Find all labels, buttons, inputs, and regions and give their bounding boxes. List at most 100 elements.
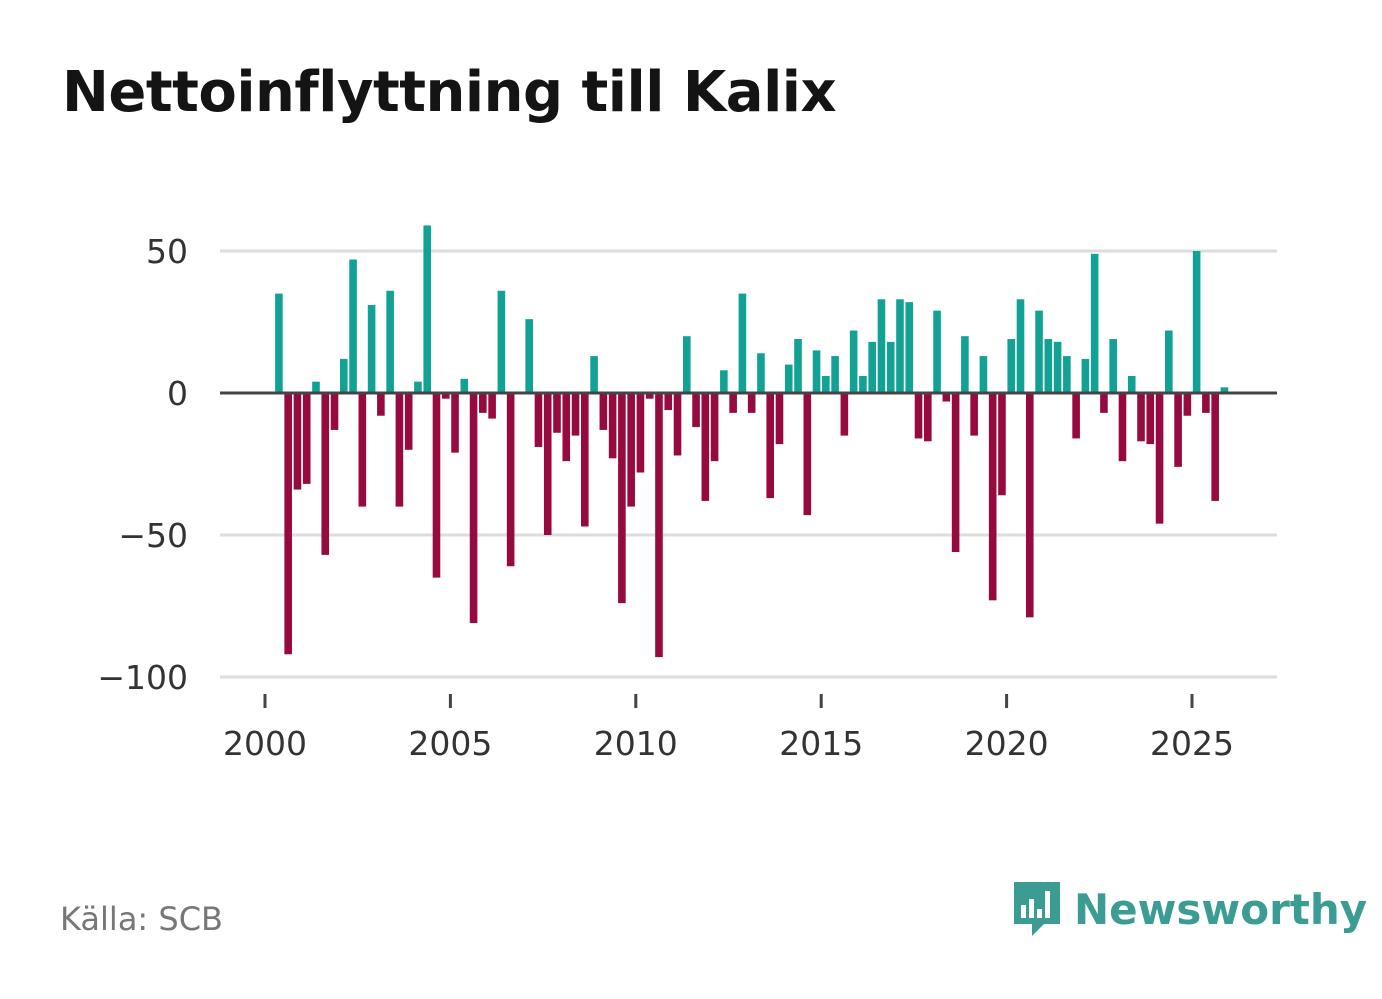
brand-name: Newsworthy [1074,884,1368,934]
bar [886,341,895,393]
bar [377,393,385,416]
bar [534,393,543,447]
bar [562,393,571,462]
bar-layer [275,225,1229,658]
bar [349,259,357,393]
bar [970,393,978,436]
bar [914,393,923,439]
bar [1127,375,1136,393]
bar [896,299,904,393]
bar [479,393,487,413]
bar [794,339,802,393]
x-tick-label: 2025 [1150,724,1234,763]
bar [942,393,951,402]
bar [590,356,598,393]
bar [1081,358,1090,393]
bar [775,393,784,445]
bar [321,393,330,555]
bar [1183,393,1192,416]
bar [339,358,348,393]
bar [293,393,302,490]
bar [275,293,283,393]
bar [432,393,441,578]
bar [655,393,663,658]
bar [664,393,673,411]
bar [1090,253,1099,393]
x-axis: 2000 2005 2010 2015 2020 2025 [223,694,1234,763]
bar [608,393,617,459]
bar [803,393,812,516]
bar [506,393,515,567]
bar [488,393,496,419]
bar [988,393,997,601]
bar [386,290,394,393]
bar [581,393,589,527]
y-tick-label: 50 [146,232,188,271]
bar [497,290,506,393]
bar [1035,310,1043,393]
bar [1063,356,1071,393]
bar [460,378,469,393]
bar [766,393,775,499]
bar [636,393,645,473]
bar [451,393,459,453]
bar [961,336,969,393]
bar [423,225,432,393]
bar [840,393,849,436]
bar [1146,393,1155,445]
bar [998,393,1006,496]
chart-title: Nettoinflyttning till Kalix [62,60,837,125]
bar [738,293,747,393]
bar [330,393,339,430]
bar [951,393,960,553]
bar [933,310,941,393]
x-tick-label: 2005 [408,724,492,763]
bar [395,393,404,507]
brand-logo[interactable]: Newsworthy [1010,878,1367,940]
bar [831,356,839,393]
source-note: Källa: SCB [60,900,223,938]
x-tick-label: 2000 [223,724,307,763]
bar [284,393,292,655]
bar [822,375,830,393]
bar [868,341,876,393]
bar [1044,339,1053,393]
bar [302,393,311,484]
bar [367,304,376,393]
bar [673,393,682,456]
bar [784,364,793,393]
bar [1137,393,1145,442]
bar-chart-logo-icon [1014,882,1060,936]
bar [1053,341,1062,393]
bar [1118,393,1127,462]
bar [404,393,413,450]
bar [701,393,710,501]
bar [618,393,626,604]
bar [710,393,719,462]
bar [1016,299,1025,393]
bar [627,393,635,507]
bar [645,393,654,399]
bar [1072,393,1080,439]
bar [849,330,858,393]
bar [812,350,821,393]
bar [1025,393,1034,618]
bar [358,393,367,507]
bar [859,375,867,393]
bar [312,381,320,393]
bar [1202,393,1210,413]
y-tick-label: −100 [97,658,188,697]
bar [1174,393,1182,467]
bar [1109,339,1117,393]
bar [1007,339,1016,393]
bar [905,302,914,393]
bar [1100,393,1108,413]
bar [553,393,561,433]
grid-layer: 50 0 −50 −100 [97,232,1277,697]
x-tick-label: 2020 [965,724,1049,763]
bar [1165,330,1173,393]
bar [747,393,756,413]
bar [729,393,737,413]
bar [599,393,608,430]
